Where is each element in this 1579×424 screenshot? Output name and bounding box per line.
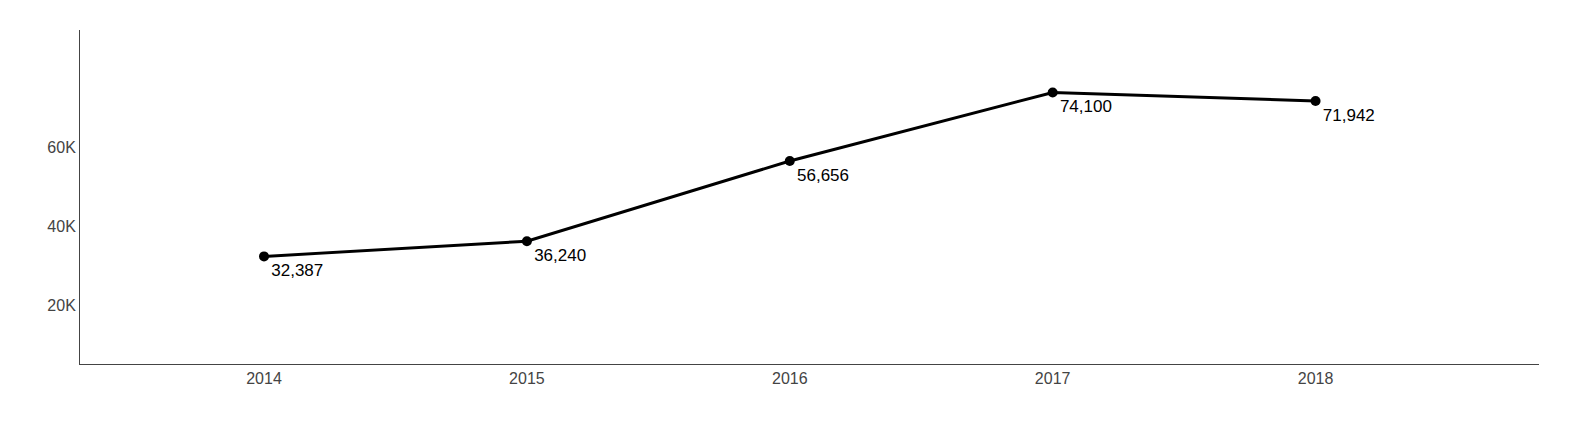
svg-text:2014: 2014	[246, 370, 282, 387]
svg-text:2017: 2017	[1035, 370, 1071, 387]
svg-text:2018: 2018	[1298, 370, 1334, 387]
svg-text:20K: 20K	[47, 297, 76, 314]
svg-text:36,240: 36,240	[534, 246, 586, 265]
svg-text:2015: 2015	[509, 370, 545, 387]
svg-text:71,942: 71,942	[1323, 106, 1375, 125]
svg-text:32,387: 32,387	[271, 261, 323, 280]
svg-text:56,656: 56,656	[797, 166, 849, 185]
svg-text:74,100: 74,100	[1060, 97, 1112, 116]
svg-text:2016: 2016	[772, 370, 808, 387]
svg-text:40K: 40K	[47, 218, 76, 235]
svg-text:60K: 60K	[47, 139, 76, 156]
